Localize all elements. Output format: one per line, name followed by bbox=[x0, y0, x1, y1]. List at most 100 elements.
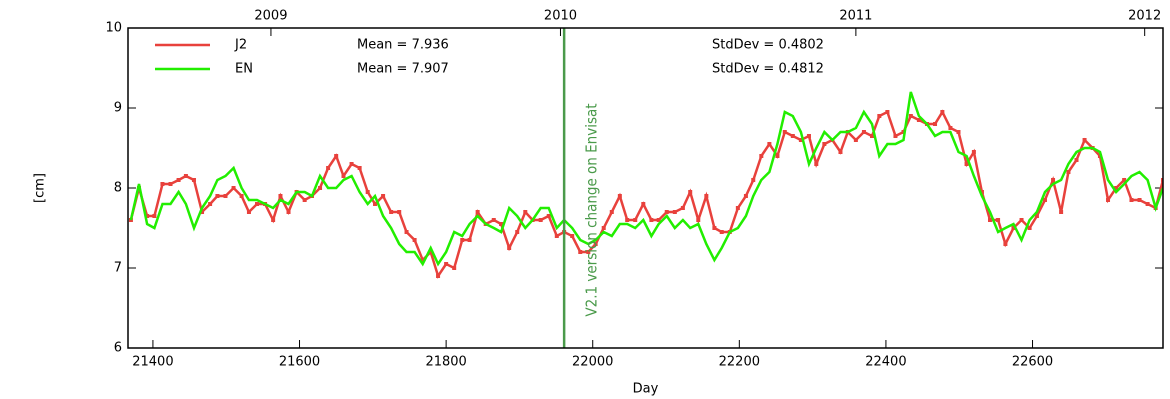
point-marker bbox=[933, 122, 938, 126]
point-marker bbox=[302, 198, 307, 202]
point-marker bbox=[507, 246, 512, 250]
point-marker bbox=[1011, 226, 1016, 230]
point-marker bbox=[633, 218, 638, 222]
x-tick-label: 21600 bbox=[279, 355, 320, 370]
point-marker bbox=[893, 134, 898, 138]
stat-mean: Mean = 7.936 bbox=[357, 38, 449, 53]
point-marker bbox=[475, 210, 480, 214]
point-marker bbox=[176, 178, 181, 182]
point-marker bbox=[215, 194, 220, 198]
point-marker bbox=[822, 142, 827, 146]
series-line bbox=[129, 91, 1163, 267]
point-marker bbox=[609, 210, 614, 214]
point-marker bbox=[971, 150, 976, 154]
point-marker bbox=[515, 230, 520, 234]
point-marker bbox=[1042, 198, 1047, 202]
point-marker bbox=[1082, 138, 1087, 142]
x-tick-label: 22400 bbox=[865, 355, 906, 370]
y-tick-label: 7 bbox=[114, 261, 122, 276]
point-marker bbox=[814, 162, 819, 166]
stat-stddev: StdDev = 0.4812 bbox=[712, 62, 824, 77]
point-marker bbox=[672, 210, 677, 214]
series-line bbox=[129, 109, 1163, 279]
point-marker bbox=[1145, 202, 1150, 206]
x-tick-label: 22200 bbox=[719, 355, 760, 370]
point-marker bbox=[428, 250, 433, 254]
point-marker bbox=[877, 114, 882, 118]
point-marker bbox=[160, 182, 165, 186]
x-tick-label: 21400 bbox=[132, 355, 173, 370]
point-marker bbox=[349, 162, 354, 166]
point-marker bbox=[191, 178, 196, 182]
point-marker bbox=[420, 258, 425, 262]
point-marker bbox=[940, 110, 945, 114]
point-marker bbox=[988, 218, 993, 222]
point-marker bbox=[775, 154, 780, 158]
point-marker bbox=[908, 114, 913, 118]
point-marker bbox=[499, 222, 504, 226]
point-marker bbox=[223, 194, 228, 198]
point-marker bbox=[782, 130, 787, 134]
point-marker bbox=[1137, 198, 1142, 202]
point-marker bbox=[688, 190, 693, 194]
point-marker bbox=[460, 238, 465, 242]
point-marker bbox=[1106, 198, 1111, 202]
point-marker bbox=[412, 238, 417, 242]
point-marker bbox=[357, 166, 362, 170]
point-marker bbox=[641, 202, 646, 206]
point-marker bbox=[1161, 178, 1163, 182]
point-marker bbox=[656, 218, 661, 222]
top-tick-label: 2011 bbox=[839, 9, 872, 24]
x-axis-label: Day bbox=[633, 382, 659, 397]
top-tick-label: 2010 bbox=[544, 9, 577, 24]
point-marker bbox=[735, 206, 740, 210]
y-tick-label: 10 bbox=[105, 21, 122, 36]
point-marker bbox=[152, 214, 157, 218]
point-marker bbox=[278, 194, 283, 198]
point-marker bbox=[1034, 214, 1039, 218]
point-marker bbox=[759, 154, 764, 158]
point-marker bbox=[1066, 170, 1071, 174]
point-marker bbox=[538, 218, 543, 222]
point-marker bbox=[593, 242, 598, 246]
point-marker bbox=[444, 262, 449, 266]
y-axis-label: [cm] bbox=[33, 173, 48, 203]
top-tick-label: 2012 bbox=[1128, 9, 1161, 24]
point-marker bbox=[491, 218, 496, 222]
point-marker bbox=[861, 130, 866, 134]
point-marker bbox=[664, 210, 669, 214]
point-marker bbox=[208, 202, 213, 206]
point-marker bbox=[586, 250, 591, 254]
x-tick-label: 22000 bbox=[572, 355, 613, 370]
point-marker bbox=[617, 194, 622, 198]
point-marker bbox=[452, 266, 457, 270]
x-tick-label: 21800 bbox=[425, 355, 466, 370]
stat-mean: Mean = 7.907 bbox=[357, 62, 449, 77]
point-marker bbox=[145, 214, 150, 218]
point-marker bbox=[712, 226, 717, 230]
point-marker bbox=[341, 174, 346, 178]
y-tick-label: 6 bbox=[114, 341, 122, 356]
point-marker bbox=[790, 134, 795, 138]
point-marker bbox=[956, 130, 961, 134]
point-marker bbox=[365, 190, 370, 194]
point-marker bbox=[1122, 178, 1127, 182]
legend-label: EN bbox=[235, 62, 253, 77]
point-marker bbox=[885, 110, 890, 114]
point-marker bbox=[751, 178, 756, 182]
point-marker bbox=[601, 226, 606, 230]
point-marker bbox=[916, 118, 921, 122]
point-marker bbox=[271, 218, 276, 222]
point-marker bbox=[389, 210, 394, 214]
point-marker bbox=[168, 182, 173, 186]
y-tick-label: 8 bbox=[114, 181, 122, 196]
point-marker bbox=[649, 218, 654, 222]
point-marker bbox=[554, 234, 559, 238]
point-marker bbox=[239, 194, 244, 198]
point-marker bbox=[625, 218, 630, 222]
point-marker bbox=[806, 134, 811, 138]
point-marker bbox=[231, 186, 236, 190]
point-marker bbox=[1074, 158, 1079, 162]
point-marker bbox=[570, 234, 575, 238]
